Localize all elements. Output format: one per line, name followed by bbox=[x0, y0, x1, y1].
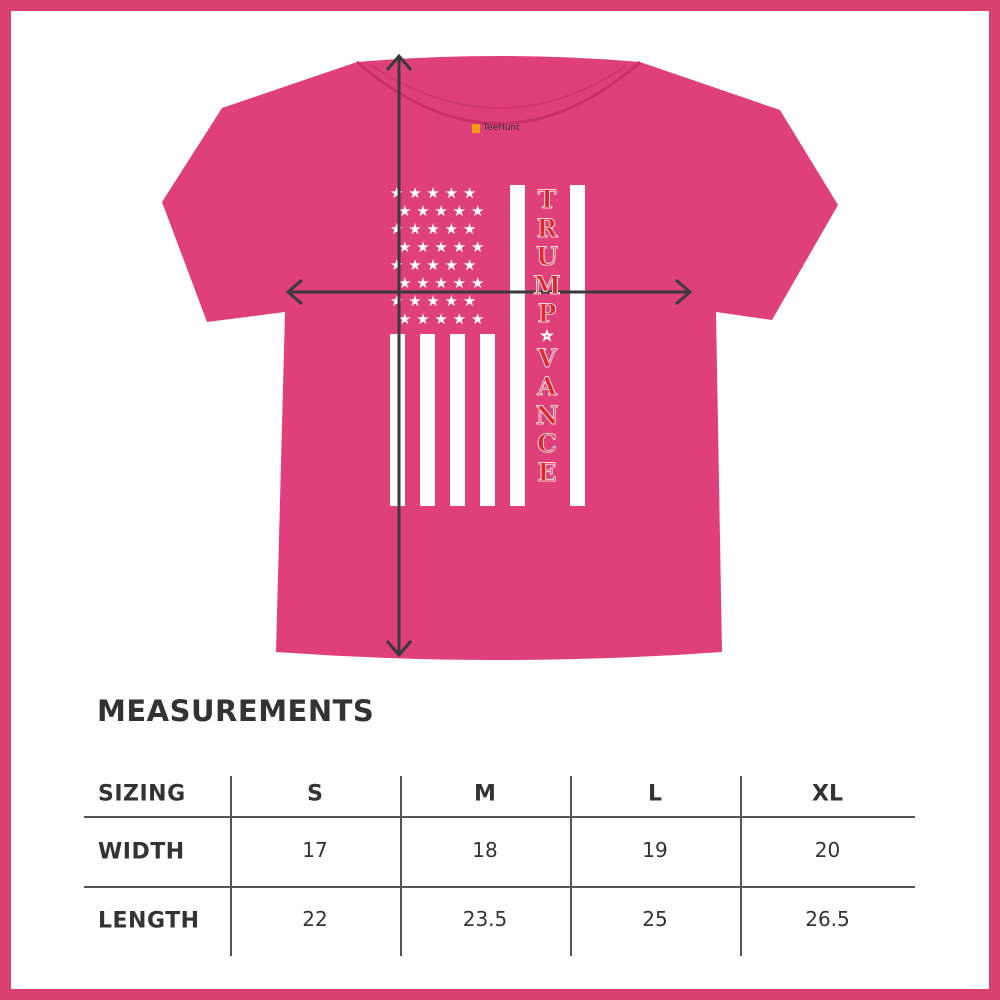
header-sizing: SIZING bbox=[98, 781, 186, 807]
header-size: S bbox=[307, 781, 323, 807]
header-size: L bbox=[647, 781, 663, 807]
brand-logo-icon bbox=[472, 124, 480, 133]
svg-text:★ ★ ★ ★ ★: ★ ★ ★ ★ ★ bbox=[398, 310, 484, 328]
size-chart-table: SIZING S M L XL WIDTH 17 18 19 20 LENGTH… bbox=[84, 776, 915, 956]
svg-text:★ ★ ★ ★ ★: ★ ★ ★ ★ ★ bbox=[390, 184, 476, 202]
row-label-length: LENGTH bbox=[98, 908, 200, 934]
col-divider bbox=[400, 776, 402, 956]
flag-stars: ★ ★ ★ ★ ★ ★ ★ ★ ★ ★ ★ ★ ★ ★ ★ ★ ★ ★ ★ ★ … bbox=[390, 184, 484, 328]
svg-text:★ ★ ★ ★ ★: ★ ★ ★ ★ ★ bbox=[398, 202, 484, 220]
svg-text:★ ★ ★ ★ ★: ★ ★ ★ ★ ★ bbox=[390, 256, 476, 274]
tshirt-image: ★ ★ ★ ★ ★ ★ ★ ★ ★ ★ ★ ★ ★ ★ ★ ★ ★ ★ ★ ★ … bbox=[162, 53, 838, 660]
tshirt-collar bbox=[356, 60, 641, 125]
col-divider bbox=[230, 776, 232, 956]
print-letter: U bbox=[536, 242, 559, 271]
tshirt-body bbox=[162, 56, 838, 660]
svg-text:★ ★ ★ ★ ★: ★ ★ ★ ★ ★ bbox=[398, 274, 484, 292]
svg-text:★ ★ ★ ★ ★: ★ ★ ★ ★ ★ bbox=[390, 220, 476, 238]
print-letter: N bbox=[535, 400, 559, 430]
print-letter: C bbox=[537, 429, 558, 458]
print-letter: T bbox=[537, 185, 557, 214]
print-star: ☆ bbox=[541, 328, 553, 344]
table-cell: 19 bbox=[642, 838, 668, 862]
print-letter: V bbox=[537, 343, 557, 373]
print-letter: P bbox=[537, 299, 557, 328]
col-divider bbox=[740, 776, 742, 956]
row-divider bbox=[84, 816, 915, 818]
col-divider bbox=[570, 776, 572, 956]
svg-text:★ ★ ★ ★ ★: ★ ★ ★ ★ ★ bbox=[390, 292, 476, 310]
print-text: T R U M P ☆ V A N C E bbox=[532, 185, 562, 487]
brand-label: TeeHunt bbox=[483, 123, 520, 133]
measurements-title: MEASUREMENTS bbox=[97, 694, 375, 728]
table-cell: 22 bbox=[302, 907, 328, 931]
table-cell: 17 bbox=[302, 838, 328, 862]
table-cell: 23.5 bbox=[462, 907, 508, 931]
row-divider bbox=[84, 886, 915, 888]
print-letter: A bbox=[537, 372, 557, 401]
print-letter: R bbox=[536, 213, 558, 243]
table-cell: 20 bbox=[814, 838, 841, 862]
svg-text:★ ★ ★ ★ ★: ★ ★ ★ ★ ★ bbox=[398, 238, 484, 256]
measure-arrows bbox=[285, 53, 693, 658]
row-label-width: WIDTH bbox=[98, 839, 185, 865]
table-cell: 26.5 bbox=[805, 907, 850, 931]
table-cell: 18 bbox=[472, 838, 498, 862]
header-size: M bbox=[474, 781, 496, 807]
print-letter: M bbox=[533, 270, 561, 300]
print-letter: E bbox=[537, 457, 557, 487]
table-cell: 25 bbox=[642, 907, 668, 931]
header-size: XL bbox=[812, 781, 843, 807]
